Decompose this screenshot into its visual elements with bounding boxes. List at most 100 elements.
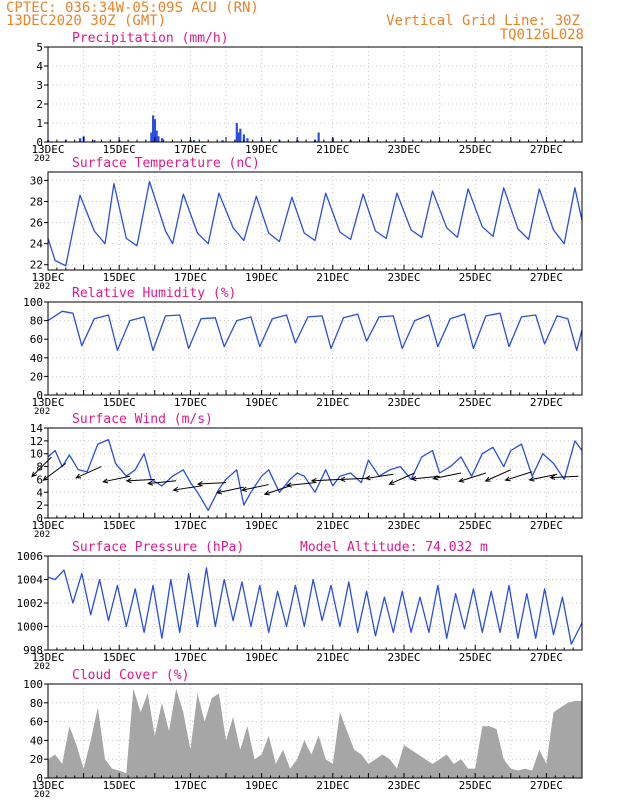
cloud-xtick-label: 13DEC [31,779,64,792]
wind-arrow-shaft [389,472,415,485]
temp-year-label: 202 [34,282,50,292]
cloud-xtick-label: 17DEC [174,779,207,792]
wind-arrow [339,476,369,482]
wind-arrowhead [125,477,132,484]
wind-arrowhead [432,475,439,481]
wind-arrow [504,471,533,482]
grid-line-header: Vertical Grid Line: 30Z [386,13,580,29]
temp-xtick-label: 13DEC [31,271,64,284]
temp-xtick-label: 23DEC [387,271,420,284]
wind-arrow-shaft [365,473,394,479]
wind-arrowhead [75,473,82,479]
wind-arrow [216,486,244,495]
precip-xtick-label: 25DEC [459,143,492,156]
temp-series-line [47,180,583,267]
precip-ytick-label: 0 [36,136,43,149]
precip-bar [155,130,158,142]
wind-arrow [125,477,155,484]
wind-frame [47,427,583,519]
cloud-xtick-label: 23DEC [387,779,420,792]
precip-ytick-label: 4 [36,60,43,73]
pressure-xtick-label: 13DEC [31,651,64,664]
rh-panel: 0 20 40 60 80 100 13DEC 15DEC 17DEC 19DEC 21DEC 23D… [23,286,583,417]
pressure-xtick-label: 25DEC [459,651,492,664]
temp-ytick-label: 26 [30,217,43,230]
pressure-year-label: 202 [34,662,50,672]
temp-ytick-label: 30 [30,174,43,187]
wind-arrow-shaft [148,480,177,485]
wind-ytick-label: 8 [36,461,43,474]
wind-arrow [196,481,227,487]
precip-bar [93,140,96,142]
precip-bar [152,115,155,142]
wind-arrow [388,472,415,485]
wind-xtick-label: 13DEC [31,519,64,532]
wind-ytick-label: 4 [36,486,43,499]
rh-xtick-label: 23DEC [387,396,420,409]
wind-arrowhead [364,475,371,481]
precip-bar [160,138,164,142]
wind-arrow [432,472,462,481]
pressure-xtick-label: 27DEC [530,651,563,664]
precip-xtick-label: 17DEC [174,143,207,156]
wind-ytick-label: 0 [36,512,43,525]
station-header: CPTEC: 036:34W-05:09S ACU (RN) [6,0,259,16]
wind-arrowhead [504,476,511,482]
wind-arrow [364,473,394,481]
cloud-ytick-label: 0 [36,772,43,785]
rh-xtick-label: 21DEC [316,396,349,409]
cloud-xtick-label: 27DEC [530,779,563,792]
wind-arrow [528,473,558,482]
pressure-xtick-label: 23DEC [387,651,420,664]
temp-title: Surface Temperature (nC) [72,156,260,171]
rh-xtick-label: 25DEC [459,396,492,409]
wind-arrow-shaft [433,472,462,480]
cloud-area [48,688,582,778]
rh-ytick-label: 40 [30,352,43,365]
wind-arrowhead [339,476,346,482]
wind-arrow-shaft [529,473,558,481]
wind-ytick-label: 2 [36,499,43,512]
wind-arrow-shaft [505,471,533,481]
wind-arrowhead [285,482,292,488]
cloud-panel: 0 20 40 60 80 100 13DEC 15DEC 17DEC 19DEC 21DEC 23D… [23,668,583,800]
wind-arrow [549,474,579,481]
wind-xtick-label: 25DEC [459,519,492,532]
cloud-ytick-label: 20 [30,753,43,766]
wind-arrow [310,477,340,484]
pressure-xtick-label: 21DEC [316,651,349,664]
temp-panel: 22 24 26 28 30 13DEC 15DEC 17DEC 19DEC 21DEC 23DEC… [30,156,583,292]
wind-ytick-label: 12 [30,435,43,448]
pressure-panel: 998 1000 1002 1004 1006 13DEC 15DEC 17DEC 19DEC 2… [17,540,583,672]
wind-year-label: 202 [34,530,50,540]
precip-bar [235,123,238,142]
wind-arrow-shaft [550,475,579,479]
precip-bar [246,138,249,142]
wind-arrow-shaft [286,482,316,486]
precip-panel: 0 1 2 3 4 5 13DEC 15DEC 17DEC 19DEC 21DEC 23DEC 25DE… [31,31,583,164]
wind-arrow-shaft [459,472,487,482]
precip-bar [237,132,240,142]
wind-xtick-label: 19DEC [245,519,278,532]
precip-xtick-label: 19DEC [245,143,278,156]
wind-xtick-label: 17DEC [174,519,207,532]
temp-xtick-label: 27DEC [530,271,563,284]
rh-ytick-label: 60 [30,333,43,346]
wind-arrow-shaft [197,482,227,485]
wind-arrow-shaft [173,485,202,491]
precip-ytick-label: 3 [36,79,43,92]
cloud-ytick-label: 60 [30,716,43,729]
pressure-xtick-label: 19DEC [245,651,278,664]
temp-xtick-label: 21DEC [316,271,349,284]
temp-xtick-label: 15DEC [103,271,136,284]
precip-bar [242,134,245,142]
wind-arrowhead [31,471,37,478]
rh-ytick-label: 0 [36,389,43,402]
wind-arrowhead [528,476,535,482]
wind-arrow-shaft [411,475,440,480]
wind-arrowhead [196,481,203,487]
wind-arrow [147,480,177,486]
wind-series-line [47,438,583,511]
precip-title: Precipitation (mm/h) [72,31,229,46]
